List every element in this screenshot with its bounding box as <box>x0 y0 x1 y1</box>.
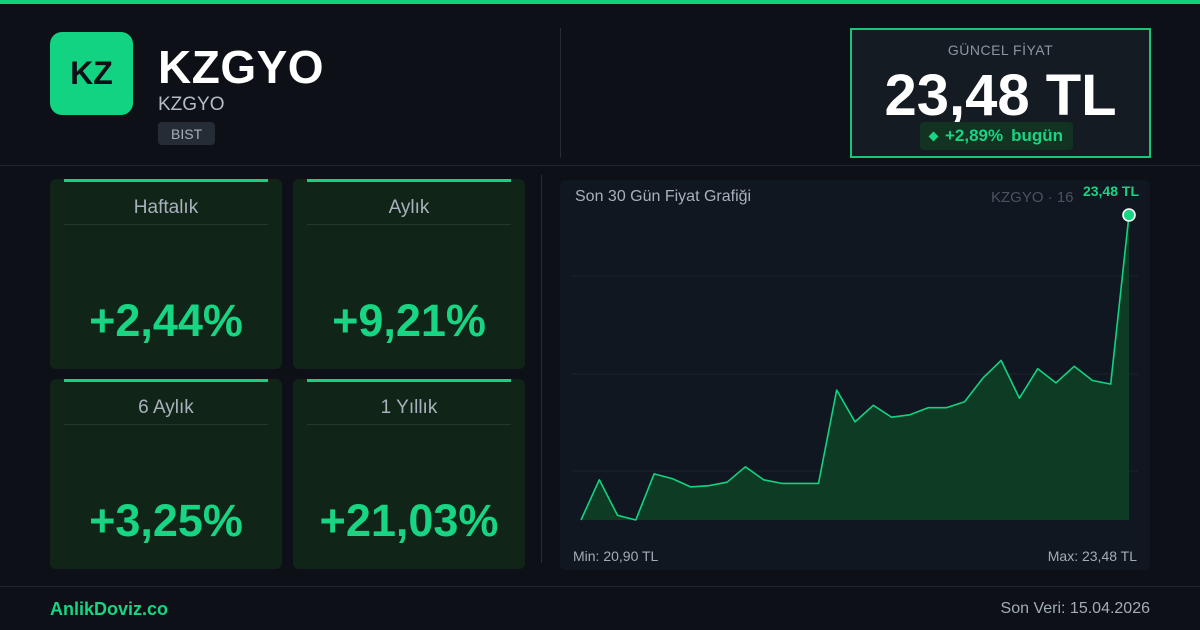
chart-watermark: KZGYO · 16 <box>991 189 1074 206</box>
chart-last-value-label: 23,48 TL <box>1083 183 1139 199</box>
card-accent-bar <box>307 179 511 182</box>
chart-area-fill <box>581 215 1129 520</box>
price-chart: 23,48 TL <box>572 183 1139 521</box>
logo-text: KZ <box>70 55 113 91</box>
card-accent-bar <box>64 179 268 182</box>
chart-min-label: Min: 20,90 TL <box>573 548 659 564</box>
footer: AnlikDoviz.co Son Veri: 15.04.2026 <box>0 586 1200 630</box>
stat-value: +9,21% <box>332 295 486 346</box>
header-divider <box>560 28 561 158</box>
card-accent-bar <box>64 379 268 382</box>
card-separator <box>64 224 268 225</box>
current-price-value: 23,48 TL <box>884 63 1117 128</box>
stat-label: Haftalık <box>133 197 199 218</box>
card-separator <box>64 424 268 425</box>
header: KZ KZGYO KZGYO BIST GÜNCEL FİYAT 23,48 T… <box>0 4 1200 166</box>
daily-change-badge: +2,89% bugün <box>920 122 1074 150</box>
chart-title: Son 30 Gün Fiyat Grafiği <box>575 188 752 205</box>
stat-value: +2,44% <box>89 295 243 346</box>
stat-card-6-month: 6 Aylık +3,25% <box>50 379 282 569</box>
content-divider <box>541 175 542 563</box>
stat-value: +21,03% <box>319 495 499 546</box>
chart-series-line <box>580 214 1130 521</box>
up-diamond-icon <box>928 131 939 141</box>
stat-label: 6 Aylık <box>138 397 194 418</box>
chart-last-point <box>1122 208 1136 222</box>
last-data-date: Son Veri: 15.04.2026 <box>1000 600 1150 617</box>
accent-top-bar <box>0 0 1200 4</box>
brand-link[interactable]: AnlikDoviz.co <box>50 599 169 619</box>
card-accent-bar <box>307 379 511 382</box>
ticker-symbol: KZGYO <box>158 41 325 93</box>
daily-change-suffix: bugün <box>1011 126 1064 145</box>
current-price-box: GÜNCEL FİYAT 23,48 TL +2,89% bugün <box>850 28 1151 158</box>
current-price-label: GÜNCEL FİYAT <box>947 42 1054 58</box>
chart-max-label: Max: 23,48 TL <box>1047 548 1137 564</box>
logo-badge: KZ <box>50 32 133 115</box>
stat-label: Aylık <box>388 197 430 218</box>
card-separator <box>307 424 511 425</box>
card-separator <box>307 224 511 225</box>
stat-label: 1 Yıllık <box>380 397 438 418</box>
company-name: KZGYO <box>158 94 225 115</box>
stat-value: +3,25% <box>89 495 243 546</box>
price-chart-panel: 23,48 TL Son 30 Gün Fiyat Grafiği KZGYO … <box>560 180 1150 570</box>
exchange-badge: BIST <box>158 122 216 145</box>
daily-change-value: +2,89% <box>945 126 1004 145</box>
stat-card-weekly: Haftalık +2,44% <box>50 179 282 369</box>
exchange-label: BIST <box>171 125 203 142</box>
stat-card-1-year: 1 Yıllık +21,03% <box>293 379 525 569</box>
stat-card-monthly: Aylık +9,21% <box>293 179 525 369</box>
